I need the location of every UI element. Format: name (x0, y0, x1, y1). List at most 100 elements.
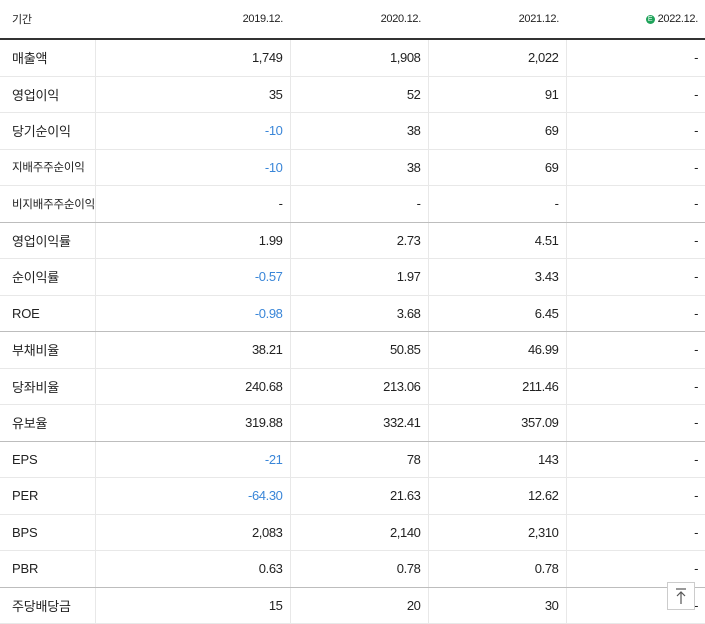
value-cell: 30 (427, 587, 566, 624)
header-text: 기간 (12, 14, 32, 26)
value-cell: - (565, 514, 705, 551)
value-cell: 143 (427, 441, 566, 478)
value-cell: - (289, 185, 428, 223)
value-cell: 12.62 (427, 477, 566, 515)
value-cell: 3.68 (289, 295, 428, 332)
value-cell: - (565, 295, 705, 332)
row-label: ROE (0, 295, 95, 332)
value-cell: 240.68 (94, 368, 290, 405)
header-text: 2019.12. (242, 13, 284, 25)
row-label: EPS (0, 441, 95, 478)
row-label: 당좌비율 (0, 368, 95, 405)
estimate-icon: E (645, 15, 655, 24)
value-cell: 50.85 (289, 331, 428, 369)
value-cell: - (565, 441, 705, 478)
header-text: 2021.12. (518, 13, 560, 25)
row-label: 지배주주순이익 (0, 149, 95, 186)
value-cell: 4.51 (427, 222, 566, 259)
table-row: 매출액 1,749 1,908 2,022- (0, 39, 705, 77)
value-cell: -10 (94, 112, 290, 150)
table-row: 비지배주주순이익 - - - - (0, 185, 705, 223)
table-row: PER -64.30 21.63 12.62- (0, 477, 705, 515)
value-cell: 2,310 (427, 514, 566, 551)
value-cell: - (565, 477, 705, 515)
value-cell: -0.57 (94, 258, 290, 296)
row-label: 순이익률 (0, 258, 95, 296)
value-cell: 2.73 (289, 222, 428, 259)
value-cell: - (565, 185, 705, 223)
table-row: 영업이익 35 52 91- (0, 76, 705, 113)
value-cell: - (427, 185, 566, 223)
value-cell: 91 (427, 76, 566, 113)
value-cell: 319.88 (94, 404, 290, 442)
table-row: 영업이익률 1.99 2.73 4.51- (0, 222, 705, 259)
value-cell: 0.78 (427, 550, 566, 588)
value-cell: 46.99 (427, 331, 566, 369)
value-cell: 211.46 (427, 368, 566, 405)
table-row: 순이익률 -0.57 1.97 3.43- (0, 258, 705, 296)
value-cell: 69 (427, 149, 566, 186)
table-row: 당기순이익 -10 38 69- (0, 112, 705, 150)
value-cell: 357.09 (427, 404, 566, 442)
row-label: 매출액 (0, 39, 95, 77)
header-cell: 2019.12. (95, 0, 290, 40)
table-row: 부채비율 38.21 50.85 46.99- (0, 331, 705, 369)
table-row: 지배주주순이익 -10 38 69- (0, 149, 705, 186)
row-label: PBR (0, 550, 95, 588)
value-cell: - (565, 331, 705, 369)
value-cell: 1,749 (94, 39, 290, 77)
table-row: 유보율 319.88 332.41 357.09- (0, 404, 705, 442)
value-cell: 1,908 (289, 39, 428, 77)
value-cell: 2,140 (289, 514, 428, 551)
table-row: EPS -21 78 143- (0, 441, 705, 478)
value-cell: 2,083 (94, 514, 290, 551)
table-row: BPS 2,083 2,140 2,310- (0, 514, 705, 551)
row-label: 유보율 (0, 404, 95, 442)
value-cell: 38.21 (94, 331, 290, 369)
value-cell: - (565, 222, 705, 259)
value-cell: 213.06 (289, 368, 428, 405)
value-cell: 0.63 (94, 550, 290, 588)
value-cell: -21 (94, 441, 290, 478)
value-cell: - (565, 258, 705, 296)
scroll-top-icon (676, 588, 686, 604)
header-cell: 2020.12. (290, 0, 428, 40)
header-text: 2022.12. (657, 13, 699, 25)
value-cell: 15 (94, 587, 290, 624)
value-cell: - (565, 368, 705, 405)
value-cell: 2,022 (427, 39, 566, 77)
value-cell: - (565, 550, 705, 588)
value-cell: 21.63 (289, 477, 428, 515)
value-cell: 38 (289, 149, 428, 186)
value-cell: -0.98 (94, 295, 290, 332)
value-cell: 1.97 (289, 258, 428, 296)
table-row: 주당배당금 15 20 30- (0, 587, 705, 624)
row-label: 주당배당금 (0, 587, 95, 624)
value-cell: 6.45 (427, 295, 566, 332)
value-cell: 69 (427, 112, 566, 150)
row-label: 부채비율 (0, 331, 95, 369)
header-row: 기간 2019.12. 2020.12. 2021.12. E 2022.12. (0, 0, 705, 40)
value-cell: 38 (289, 112, 428, 150)
value-cell: - (565, 149, 705, 186)
scroll-top-button[interactable] (667, 582, 695, 610)
value-cell: 1.99 (94, 222, 290, 259)
value-cell: - (565, 39, 705, 77)
row-label: 비지배주주순이익 (0, 185, 95, 223)
row-label: BPS (0, 514, 95, 551)
value-cell: - (565, 112, 705, 150)
header-cell: 기간 (0, 0, 95, 40)
table-body: 매출액 1,749 1,908 2,022- 영업이익 35 52 91- 당기순이익 -10 38… (0, 39, 705, 624)
header-cell: E 2022.12. (566, 0, 705, 40)
value-cell: 78 (289, 441, 428, 478)
value-cell: - (94, 185, 290, 223)
value-cell: 0.78 (289, 550, 428, 588)
header-text: 2020.12. (380, 13, 422, 25)
value-cell: 332.41 (289, 404, 428, 442)
table-row: ROE -0.98 3.68 6.45- (0, 295, 705, 332)
value-cell: -10 (94, 149, 290, 186)
row-label: 영업이익 (0, 76, 95, 113)
value-cell: 3.43 (427, 258, 566, 296)
